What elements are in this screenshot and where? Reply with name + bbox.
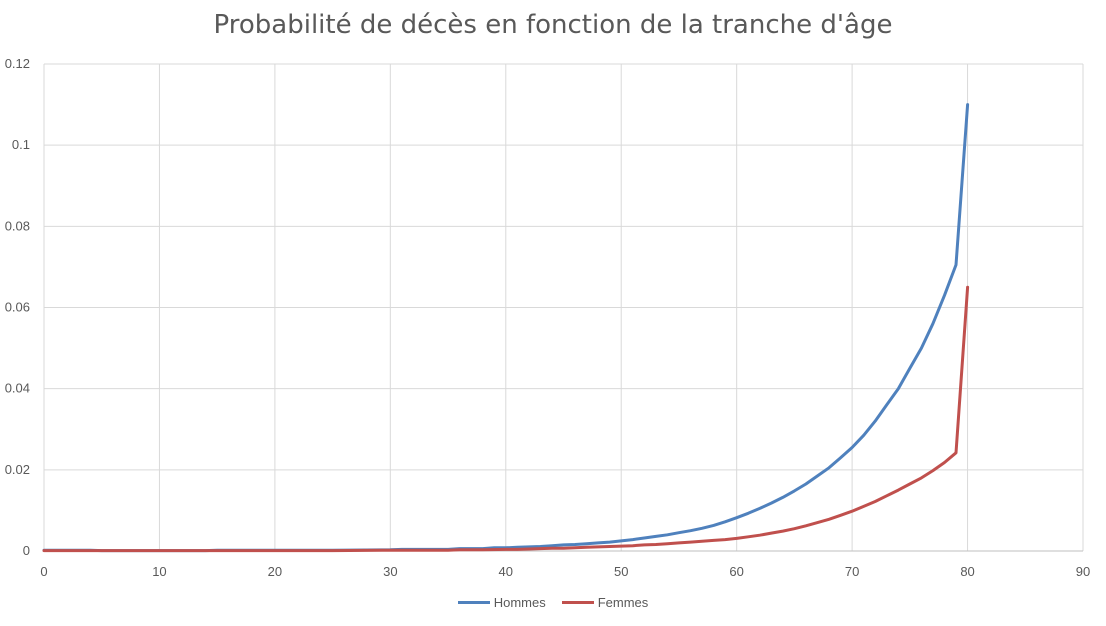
x-tick-label: 30 bbox=[383, 564, 397, 579]
y-tick-label: 0.1 bbox=[12, 137, 30, 152]
x-tick-label: 80 bbox=[960, 564, 974, 579]
y-tick-label: 0.12 bbox=[5, 56, 30, 71]
x-tick-label: 50 bbox=[614, 564, 628, 579]
x-tick-label: 20 bbox=[268, 564, 282, 579]
legend: Hommes Femmes bbox=[0, 595, 1106, 610]
x-tick-label: 40 bbox=[499, 564, 513, 579]
y-tick-label: 0.06 bbox=[5, 300, 30, 315]
series-line-femmes bbox=[42, 285, 970, 553]
y-tick-label: 0.02 bbox=[5, 462, 30, 477]
x-tick-label: 10 bbox=[152, 564, 166, 579]
legend-item-hommes: Hommes bbox=[457, 595, 546, 610]
x-tick-label: 90 bbox=[1076, 564, 1090, 579]
legend-label-hommes: Hommes bbox=[493, 595, 546, 610]
y-tick-label: 0.08 bbox=[5, 218, 30, 233]
x-tick-label: 70 bbox=[845, 564, 859, 579]
legend-item-femmes: Femmes bbox=[561, 595, 649, 610]
legend-swatch-hommes bbox=[457, 601, 490, 604]
x-tick-label: 60 bbox=[729, 564, 743, 579]
legend-swatch-femmes bbox=[561, 601, 594, 604]
y-tick-label: 0 bbox=[23, 543, 30, 558]
y-tick-label: 0.04 bbox=[5, 381, 30, 396]
chart-title: Probabilité de décès en fonction de la t… bbox=[213, 10, 893, 40]
legend-label-femmes: Femmes bbox=[597, 595, 649, 610]
x-tick-label: 0 bbox=[40, 564, 47, 579]
